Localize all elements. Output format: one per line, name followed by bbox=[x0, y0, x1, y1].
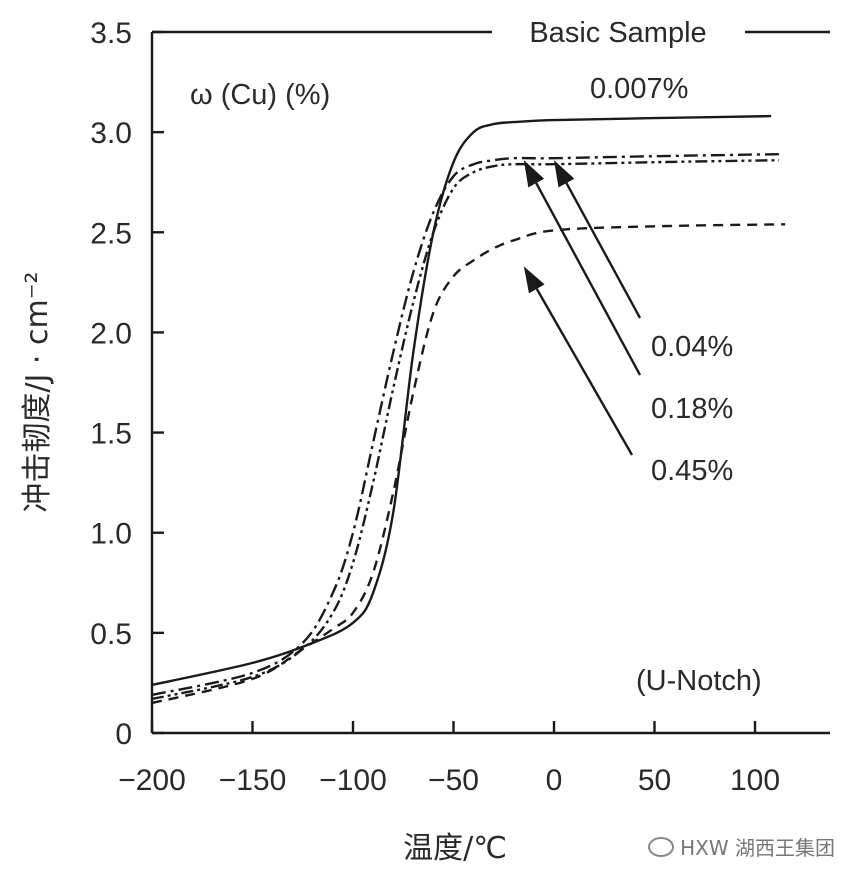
y-axis: 0 0.5 1.0 1.5 2.0 2.5 3.0 3.5 bbox=[90, 17, 164, 751]
y-tick-label: 2.0 bbox=[90, 317, 132, 350]
x-tick-label: 0 bbox=[546, 764, 563, 797]
x-axis-label: 温度/℃ bbox=[403, 831, 507, 866]
y-tick-label: 1.5 bbox=[90, 418, 132, 451]
series-layer bbox=[151, 114, 786, 705]
x-tick-label: −50 bbox=[428, 764, 479, 797]
plot-frame bbox=[150, 30, 830, 735]
y-tick-label: 0 bbox=[115, 718, 132, 751]
x-tick-label: 50 bbox=[638, 764, 671, 797]
notch-annotation: (U-Notch) bbox=[636, 665, 762, 697]
annotation-arrows bbox=[523, 160, 642, 456]
y-tick-label: 3.0 bbox=[90, 117, 132, 150]
x-axis: −200 −150 −100 −50 0 50 100 bbox=[118, 721, 780, 797]
chart-title: Basic Sample bbox=[529, 17, 706, 49]
x-tick-label: −100 bbox=[319, 764, 387, 797]
x-tick-label: −150 bbox=[219, 764, 287, 797]
chat-bubble-icon bbox=[648, 836, 675, 857]
arrow-head bbox=[523, 266, 545, 294]
series-label-0-04: 0.04% bbox=[651, 331, 733, 363]
series-line-3 bbox=[151, 223, 786, 705]
series-label-0-45: 0.45% bbox=[651, 455, 733, 487]
series-label-0-007: 0.007% bbox=[590, 73, 688, 105]
y-tick-label: 2.5 bbox=[90, 217, 132, 250]
series-line-1 bbox=[151, 153, 780, 697]
arrow-line bbox=[565, 182, 642, 319]
legend-title: ω (Cu) (%) bbox=[190, 79, 330, 111]
watermark-text: HXW 湖西王集团 bbox=[680, 836, 835, 860]
arrow-head bbox=[554, 160, 575, 188]
series-line-2 bbox=[151, 159, 780, 701]
x-tick-label: 100 bbox=[730, 764, 780, 797]
series-line-0 bbox=[151, 114, 772, 687]
x-tick-label: −200 bbox=[118, 764, 186, 797]
arrow-line bbox=[535, 288, 634, 456]
y-tick-label: 1.0 bbox=[90, 518, 132, 551]
series-label-0-18: 0.18% bbox=[651, 393, 733, 425]
watermark: HXW 湖西王集团 bbox=[648, 832, 835, 861]
y-tick-label: 3.5 bbox=[90, 17, 132, 50]
arrow-line bbox=[535, 182, 642, 376]
y-axis-label: 冲击韧度/J · cm⁻² bbox=[20, 271, 55, 512]
y-tick-label: 0.5 bbox=[90, 618, 132, 651]
arrow-head bbox=[523, 160, 545, 188]
